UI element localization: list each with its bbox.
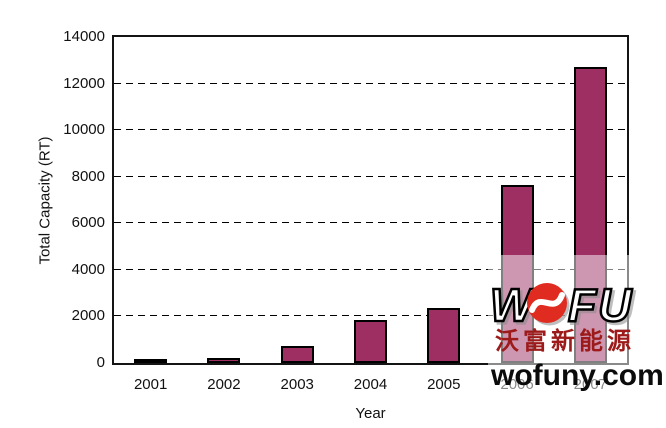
gridline-4000 [114, 268, 627, 270]
x-axis-title: Year [355, 405, 386, 422]
wofu-logo: W FU W FU [490, 279, 636, 332]
bar-2004 [354, 319, 387, 363]
bar-2003 [280, 345, 314, 363]
y-tick-label-4000: 4000 [71, 260, 105, 278]
logo-letter-w: W [490, 279, 537, 331]
x-tick-label-2002: 2002 [207, 376, 241, 393]
bar-2002 [207, 358, 241, 363]
x-tick-label-2005: 2005 [427, 376, 461, 393]
y-tick-label-8000: 8000 [71, 167, 105, 185]
gridline-10000 [114, 129, 627, 131]
gridline-2000 [114, 315, 627, 317]
y-tick-label-14000: 14000 [63, 28, 105, 45]
logo-swirl-icon [529, 292, 565, 313]
x-tick-label-2003: 2003 [280, 376, 314, 393]
watermark-url-text: wofuny.com [491, 359, 664, 392]
watermark: W FU W FU 沃富新能源 wofuny.com [488, 255, 666, 400]
logo-letters-fu: FU [568, 279, 633, 331]
y-tick-label-0: 0 [96, 354, 105, 371]
svg-text:FU: FU [571, 282, 636, 332]
y-tick-label-12000: 12000 [63, 74, 105, 92]
gridline-8000 [114, 175, 627, 177]
bar-2001 [134, 359, 168, 363]
bar-2005 [427, 308, 461, 363]
watermark-chinese-text: 沃富新能源 [495, 328, 635, 355]
x-tick-label-2004: 2004 [353, 376, 388, 393]
y-tick-label-2000: 2000 [71, 307, 105, 325]
gridline-6000 [114, 222, 627, 224]
gridline-12000 [114, 82, 627, 84]
y-tick-label-10000: 10000 [63, 121, 105, 139]
y-tick-label-6000: 6000 [71, 214, 105, 232]
x-tick-label-2001: 2001 [133, 376, 168, 393]
